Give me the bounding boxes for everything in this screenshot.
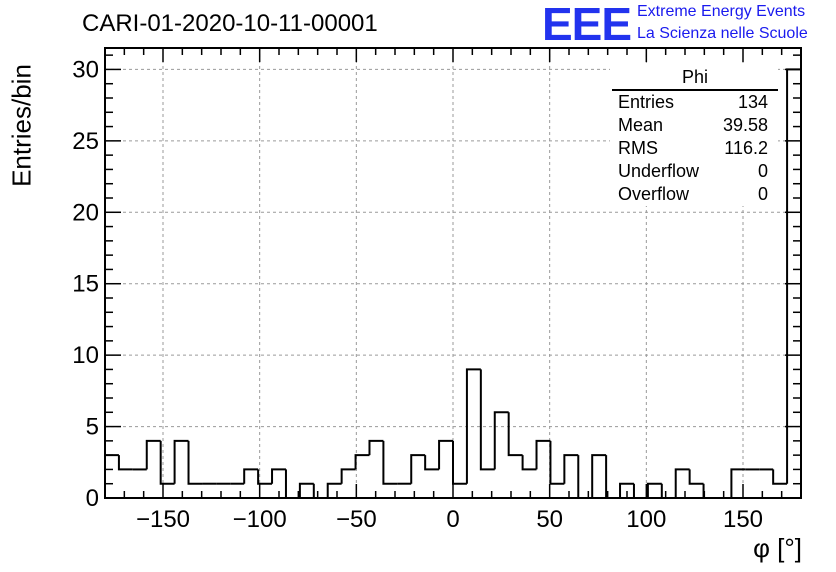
histogram-bin	[271, 468, 286, 484]
histogram-bin	[549, 440, 565, 485]
stats-value: 0	[757, 161, 768, 181]
histogram-bin	[688, 469, 704, 485]
histogram-bin	[535, 439, 551, 470]
y-tick-label: 10	[72, 342, 99, 369]
histogram-bin	[507, 412, 523, 457]
histogram-bin	[493, 411, 509, 470]
x-tick-label: 0	[446, 506, 459, 533]
stats-row: Entries 134	[610, 91, 778, 114]
y-tick-label: 5	[86, 414, 99, 441]
y-tick-label: 30	[72, 56, 99, 83]
histogram-bin	[145, 439, 161, 470]
stats-title: Phi	[612, 66, 778, 91]
y-tick-label: 20	[72, 199, 99, 226]
histogram-bin	[660, 483, 676, 499]
stats-value: 0	[757, 184, 768, 204]
stats-label: Underflow	[618, 161, 700, 181]
histogram-bin	[452, 440, 467, 485]
stats-label: RMS	[618, 138, 658, 158]
y-tick-label: 0	[86, 485, 99, 512]
stats-value: 116.2	[724, 138, 768, 158]
histogram-bin	[382, 440, 398, 485]
x-axis-label: φ [°]	[753, 533, 802, 563]
x-tick-label: 50	[536, 506, 563, 533]
histogram-bin	[187, 440, 203, 485]
stats-label: Entries	[618, 92, 675, 112]
stats-box: Phi Entries 134 Mean 39.58 RMS 116.2 Und…	[610, 66, 778, 206]
histogram-bin	[257, 469, 273, 485]
histogram-bin	[117, 455, 133, 471]
x-tick-label: −100	[233, 506, 287, 533]
histogram-bin	[591, 454, 607, 498]
histogram-bin	[312, 483, 328, 499]
histogram-bin	[354, 454, 370, 470]
stats-value: 39.58	[722, 115, 768, 135]
histogram-bin	[340, 468, 356, 484]
histogram-bin	[326, 482, 342, 498]
x-tick-label: 150	[723, 506, 763, 533]
histogram-bin	[159, 440, 175, 485]
stats-value: 134	[737, 92, 768, 112]
histogram-bin	[104, 454, 119, 498]
histogram-bin	[563, 454, 579, 484]
histogram-bin	[173, 439, 189, 484]
x-axis-ticks: −150 −100 −50 0 50 100 150	[104, 48, 802, 533]
y-axis-ticks: 0 5 10 15 20 25 30	[72, 54, 801, 512]
histogram-bin	[479, 369, 495, 471]
logo-line-1: Extreme Energy Events	[637, 3, 806, 20]
y-axis-label-wrap: Entries/bin	[2, 64, 42, 187]
y-tick-label: 15	[72, 271, 99, 298]
histogram-bin	[619, 482, 634, 498]
stats-row: Mean 39.58	[610, 114, 778, 137]
y-axis-label: Entries/bin	[6, 64, 37, 187]
eee-logo: EEE	[542, 0, 632, 50]
x-tick-label: 100	[626, 506, 666, 533]
histogram-bin	[298, 482, 314, 498]
histogram-bin	[702, 483, 718, 499]
stats-row: Overflow 0	[610, 183, 778, 206]
histogram-bin	[368, 439, 384, 456]
chart-title: CARI-01-2020-10-11-00001	[82, 10, 378, 37]
stats-row: Underflow 0	[610, 160, 778, 183]
histogram-bin	[243, 468, 259, 484]
histogram-bin	[730, 468, 746, 498]
logo-line-2: La Scienza nelle Scuole	[637, 25, 808, 42]
histogram-bin	[424, 455, 440, 471]
stats-label: Overflow	[618, 184, 690, 204]
x-tick-label: −150	[136, 506, 190, 533]
stats-row: RMS 116.2	[610, 137, 778, 160]
x-tick-label: −50	[336, 506, 377, 533]
histogram-bin	[438, 439, 453, 470]
histogram-bin	[674, 468, 690, 498]
histogram-bin	[465, 368, 481, 484]
histogram-bin	[646, 482, 662, 498]
stats-label: Mean	[618, 115, 664, 135]
histogram-bin	[410, 454, 426, 484]
histogram-bin	[577, 455, 593, 499]
y-tick-label: 25	[72, 128, 99, 155]
histogram-bin	[521, 455, 537, 471]
histogram-bin	[772, 469, 788, 485]
